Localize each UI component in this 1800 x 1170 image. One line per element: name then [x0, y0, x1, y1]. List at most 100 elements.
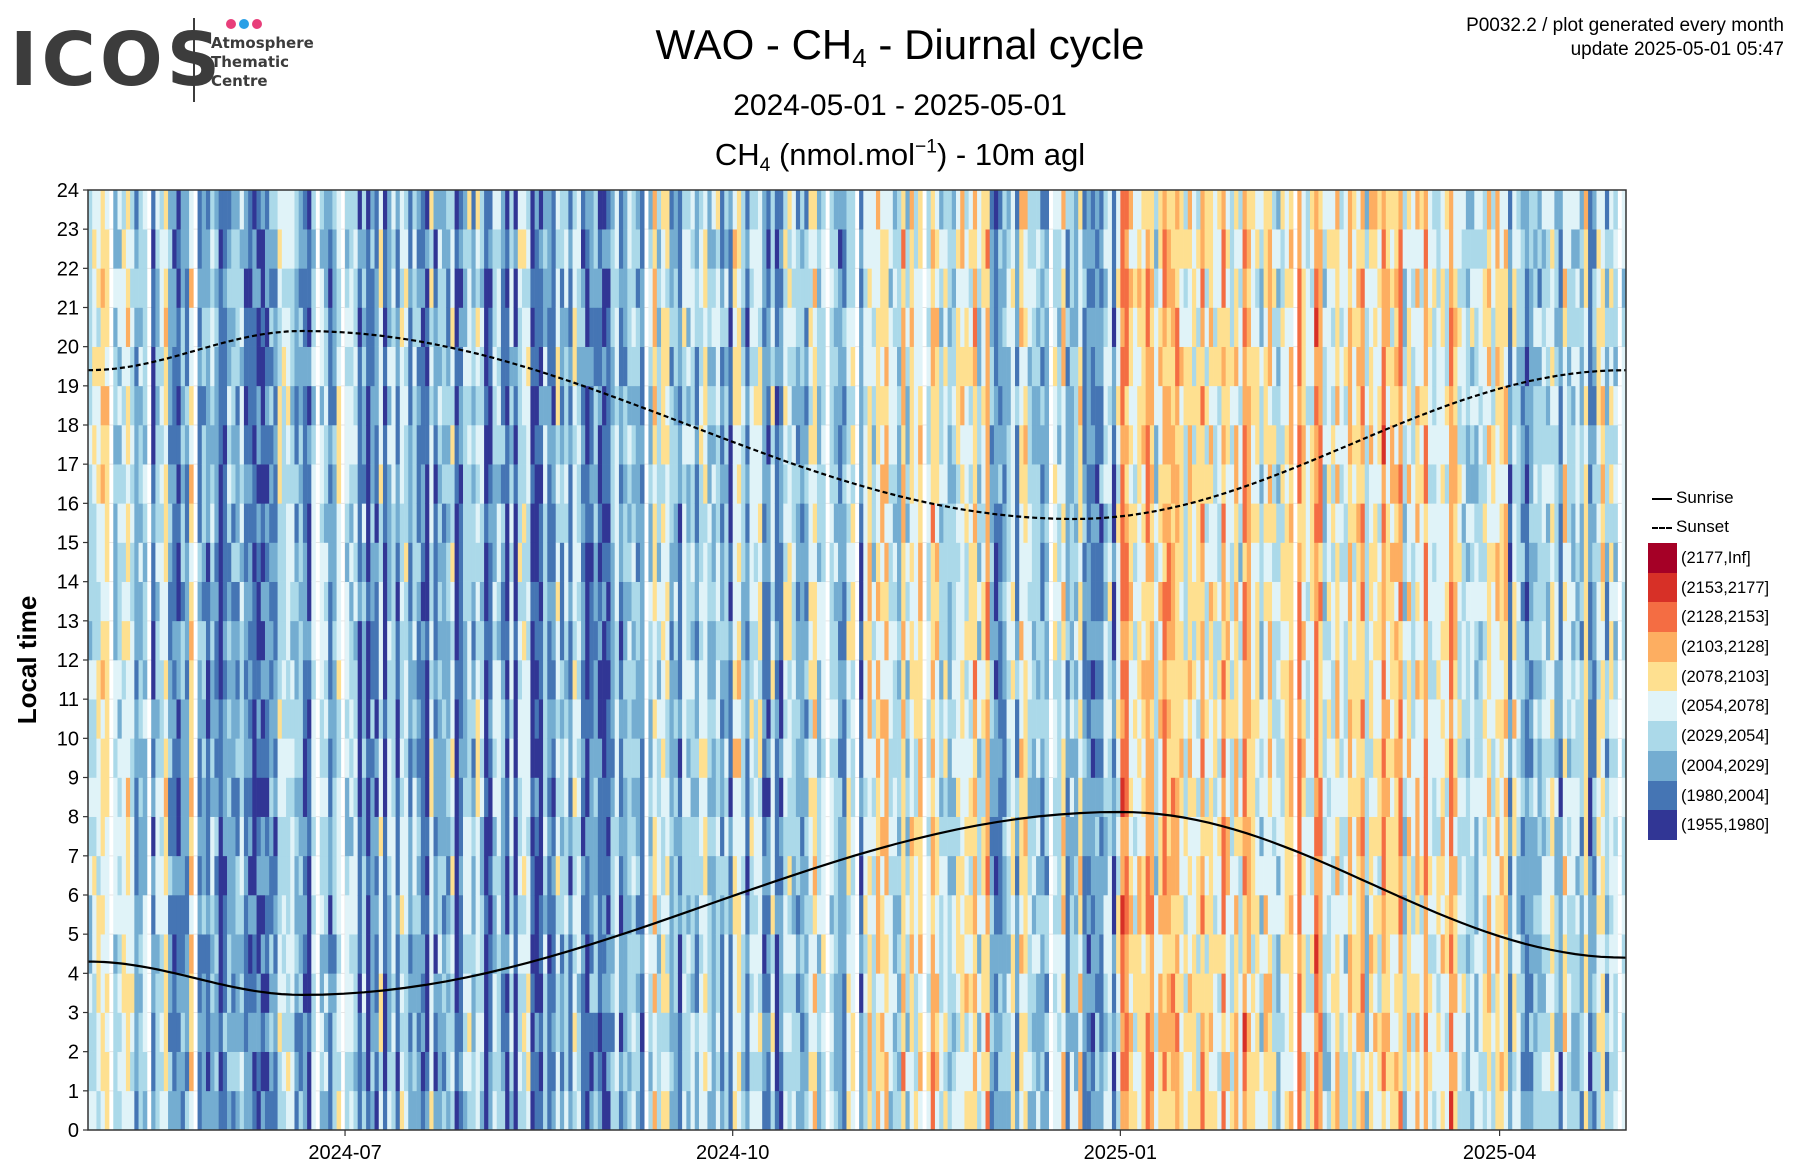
heatmap-cell: [656, 816, 662, 857]
heatmap-cell: [749, 346, 755, 387]
heatmap-cell: [724, 385, 729, 426]
heatmap-cell: [517, 581, 523, 622]
heatmap-cell: [694, 542, 700, 582]
heatmap-cell: [302, 855, 308, 896]
heatmap-cell: [117, 464, 123, 504]
heatmap-cell: [336, 503, 342, 543]
heatmap-cell: [151, 385, 156, 426]
heatmap-cell: [989, 464, 995, 504]
heatmap-cell: [639, 268, 645, 308]
heatmap-cell: [913, 699, 919, 739]
heatmap-cell: [395, 620, 401, 661]
heatmap-cell: [500, 1090, 506, 1131]
heatmap-cell: [875, 1012, 881, 1052]
heatmap-cell: [420, 738, 426, 778]
heatmap-cell: [720, 503, 725, 543]
heatmap-cell: [627, 229, 632, 269]
heatmap-cell: [863, 816, 868, 857]
heatmap-cell: [559, 464, 565, 504]
heatmap-cell: [774, 699, 780, 739]
heatmap-cell: [151, 660, 156, 700]
heatmap-cell: [905, 699, 910, 739]
heatmap-cell: [766, 699, 771, 739]
heatmap-cell: [243, 229, 249, 269]
heatmap-cell: [155, 855, 160, 896]
heatmap-cell: [800, 738, 805, 778]
heatmap-cell: [357, 346, 363, 387]
heatmap-cell: [652, 777, 658, 817]
heatmap-cell: [656, 1090, 662, 1131]
heatmap-cell: [151, 229, 156, 269]
heatmap-cell: [113, 855, 118, 896]
heatmap-cell: [151, 777, 156, 817]
heatmap-cell: [551, 385, 557, 426]
heatmap-cell: [113, 268, 118, 308]
heatmap-cell: [669, 1090, 674, 1131]
heatmap-cell: [180, 895, 186, 935]
heatmap-cell: [239, 581, 245, 622]
heatmap-cell: [724, 190, 729, 230]
heatmap-cell: [345, 307, 350, 347]
heatmap-cell: [656, 503, 662, 543]
heatmap-cell: [812, 346, 818, 387]
heatmap-cell: [458, 385, 464, 426]
heatmap-cell: [838, 660, 843, 700]
heatmap-cell: [610, 229, 616, 269]
heatmap-cell: [972, 581, 978, 622]
heatmap-cell: [736, 620, 742, 661]
heatmap-cell: [960, 425, 965, 465]
heatmap-cell: [172, 268, 177, 308]
heatmap-cell: [888, 307, 894, 347]
heatmap-cell: [488, 542, 493, 582]
heatmap-cell: [698, 542, 704, 582]
heatmap-cell: [829, 620, 835, 661]
heatmap-cell: [926, 385, 932, 426]
heatmap-cell: [513, 503, 519, 543]
heatmap-cell: [500, 190, 506, 230]
heatmap-cell: [665, 1090, 670, 1131]
heatmap-cell: [96, 307, 101, 347]
heatmap-cell: [492, 738, 498, 778]
heatmap-cell: [159, 855, 165, 896]
heatmap-cell: [260, 1090, 266, 1131]
heatmap-cell: [138, 660, 144, 700]
heatmap-cell: [610, 620, 616, 661]
heatmap-cell: [264, 1090, 270, 1131]
heatmap-cell: [871, 777, 877, 817]
heatmap-cell: [277, 190, 283, 230]
heatmap-cell: [981, 542, 986, 582]
heatmap-cell: [627, 777, 632, 817]
heatmap-cell: [260, 542, 266, 582]
heatmap-cell: [463, 1051, 468, 1092]
heatmap-cell: [968, 660, 974, 700]
heatmap-cell: [964, 425, 969, 465]
heatmap-cell: [357, 542, 363, 582]
heatmap-cell: [441, 973, 447, 1013]
heatmap-cell: [151, 699, 156, 739]
heatmap-cell: [235, 346, 240, 387]
heatmap-cell: [513, 385, 519, 426]
heatmap-cell: [205, 268, 211, 308]
heatmap-cell: [576, 816, 582, 857]
heatmap-cell: [370, 1090, 375, 1131]
heatmap-cell: [210, 1051, 215, 1092]
heatmap-cell: [627, 699, 632, 739]
heatmap-cell: [471, 268, 476, 308]
heatmap-cell: [943, 268, 948, 308]
heatmap-cell: [977, 268, 982, 308]
heatmap-cell: [905, 855, 910, 896]
heatmap-cell: [458, 934, 464, 974]
heatmap-cell: [505, 190, 510, 230]
heatmap-cell: [779, 425, 784, 465]
heatmap-cell: [812, 464, 818, 504]
heatmap-cell: [880, 699, 885, 739]
heatmap-cell: [787, 268, 792, 308]
heatmap-cell: [184, 229, 190, 269]
heatmap-cell: [779, 464, 784, 504]
heatmap-cell: [989, 425, 995, 465]
heatmap-cell: [757, 855, 763, 896]
heatmap-cell: [374, 307, 380, 347]
heatmap-cell: [859, 1090, 864, 1131]
heatmap-cell: [762, 503, 767, 543]
heatmap-cell: [349, 1012, 354, 1052]
